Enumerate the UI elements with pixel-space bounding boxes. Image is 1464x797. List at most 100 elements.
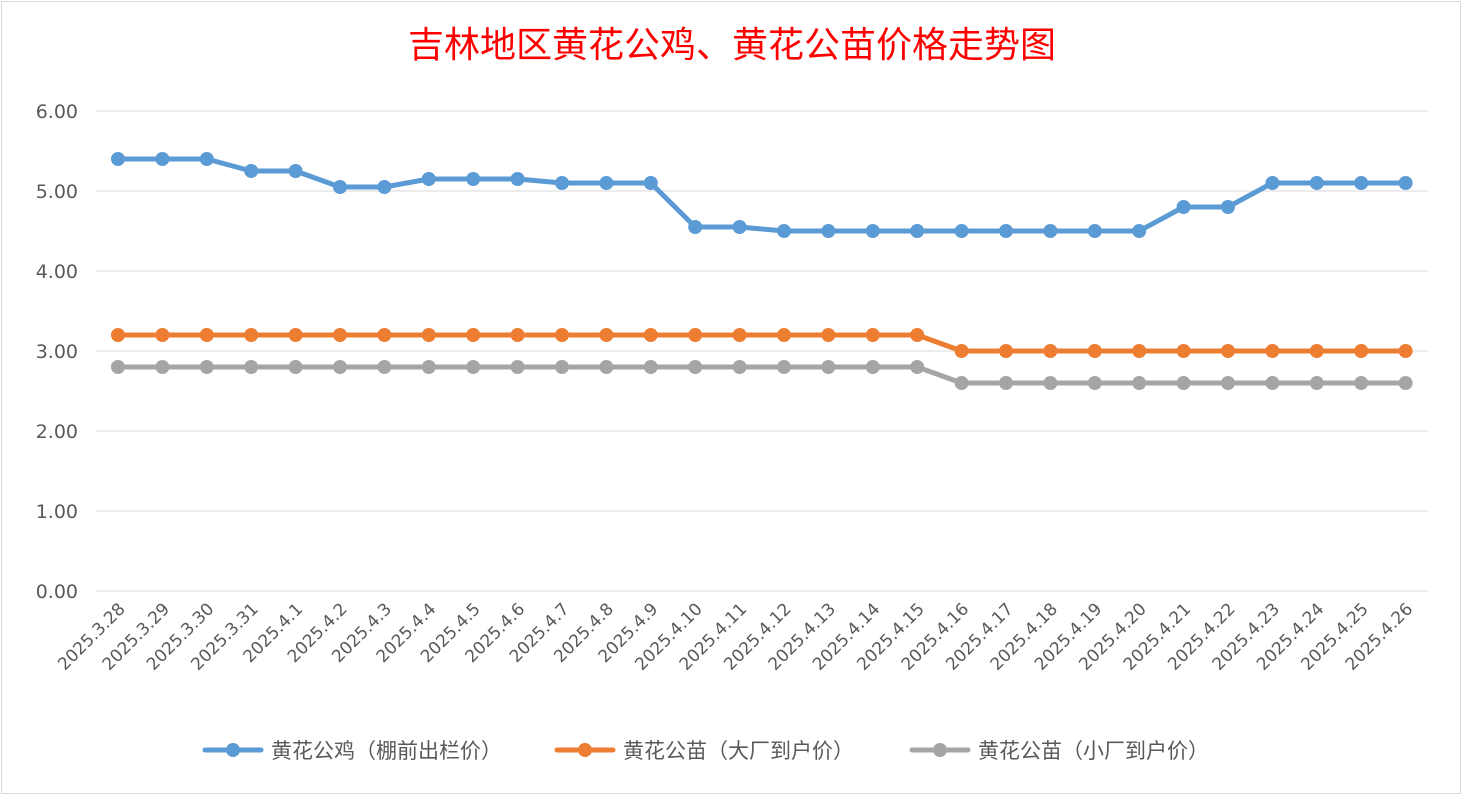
data-point (1087, 376, 1102, 390)
data-point (1132, 376, 1147, 390)
data-point (1398, 176, 1413, 190)
data-point (1354, 176, 1369, 190)
data-point (333, 180, 347, 194)
data-point (1398, 376, 1413, 390)
data-point (954, 376, 969, 390)
data-point (599, 328, 614, 342)
data-point (777, 224, 791, 238)
data-point (244, 328, 259, 342)
data-point (1176, 200, 1191, 214)
data-point (466, 360, 481, 374)
legend-label: 黄花公鸡（棚前出栏价） (271, 739, 502, 763)
data-point (288, 164, 303, 178)
data-point (1221, 376, 1235, 390)
data-point (688, 328, 703, 342)
data-point (1176, 344, 1191, 358)
data-point (688, 220, 703, 234)
data-point (199, 328, 214, 342)
data-point (421, 360, 436, 374)
data-point (643, 360, 658, 374)
series-lines (111, 152, 1413, 390)
data-point (732, 360, 747, 374)
data-point (199, 360, 214, 374)
data-point (1221, 200, 1235, 214)
data-point (155, 152, 170, 166)
data-point (1132, 344, 1147, 358)
data-point (244, 164, 259, 178)
legend-label: 黄花公苗（大厂到户价） (623, 739, 854, 763)
legend: 黄花公鸡（棚前出栏价） 黄花公苗（大厂到户价） 黄花公苗（小厂到户价） (202, 739, 1209, 763)
data-point (244, 360, 259, 374)
series-3 (111, 360, 1413, 390)
data-point (555, 360, 569, 374)
data-point (954, 224, 969, 238)
legend-label: 黄花公苗（小厂到户价） (978, 739, 1209, 763)
data-point (1265, 176, 1280, 190)
data-point (777, 328, 791, 342)
data-point (599, 360, 614, 374)
data-point (910, 360, 925, 374)
data-point (288, 328, 303, 342)
data-point (510, 360, 525, 374)
data-point (910, 328, 925, 342)
data-point (821, 360, 836, 374)
legend-marker (933, 743, 947, 757)
data-point (1176, 376, 1191, 390)
data-point (954, 344, 969, 358)
data-point (555, 328, 569, 342)
data-point (821, 224, 836, 238)
x-axis-ticks: 2025.3.282025.3.292025.3.302025.3.312025… (54, 599, 1417, 674)
data-point (1043, 376, 1058, 390)
data-point (1087, 344, 1102, 358)
data-point (643, 328, 658, 342)
data-point (1221, 344, 1235, 358)
data-point (1309, 176, 1324, 190)
legend-item-1: 黄花公鸡（棚前出栏价） (202, 739, 502, 763)
data-point (1043, 224, 1058, 238)
data-point (1354, 344, 1369, 358)
data-point (288, 360, 303, 374)
legend-marker (226, 743, 240, 757)
data-point (333, 360, 347, 374)
data-point (111, 328, 125, 342)
data-point (111, 360, 125, 374)
series-2 (111, 328, 1413, 358)
data-point (555, 176, 569, 190)
data-point (865, 328, 880, 342)
legend-marker (578, 743, 592, 757)
data-point (510, 172, 525, 186)
data-point (421, 172, 436, 186)
data-point (999, 376, 1013, 390)
y-axis-ticks: 0.00 1.00 2.00 3.00 4.00 5.00 6.00 (36, 101, 78, 603)
data-point (1132, 224, 1147, 238)
data-point (1309, 344, 1324, 358)
data-point (155, 328, 170, 342)
data-point (865, 360, 880, 374)
data-point (821, 328, 836, 342)
data-point (1265, 344, 1280, 358)
data-point (199, 152, 214, 166)
data-point (155, 360, 170, 374)
data-point (333, 328, 347, 342)
series-line (115, 364, 1409, 386)
data-point (777, 360, 791, 374)
series-1 (111, 152, 1413, 238)
data-point (999, 344, 1013, 358)
y-tick-label: 5.00 (36, 181, 78, 203)
legend-item-3: 黄花公苗（小厂到户价） (909, 739, 1209, 763)
data-point (421, 328, 436, 342)
data-point (510, 328, 525, 342)
data-point (865, 224, 880, 238)
legend-item-2: 黄花公苗（大厂到户价） (554, 739, 854, 763)
data-point (732, 220, 747, 234)
data-point (466, 328, 481, 342)
data-point (688, 360, 703, 374)
series-line (115, 156, 1409, 234)
y-tick-label: 1.00 (36, 501, 78, 523)
data-point (1087, 224, 1102, 238)
data-point (999, 224, 1013, 238)
data-point (599, 176, 614, 190)
data-point (1309, 376, 1324, 390)
data-point (1398, 344, 1413, 358)
